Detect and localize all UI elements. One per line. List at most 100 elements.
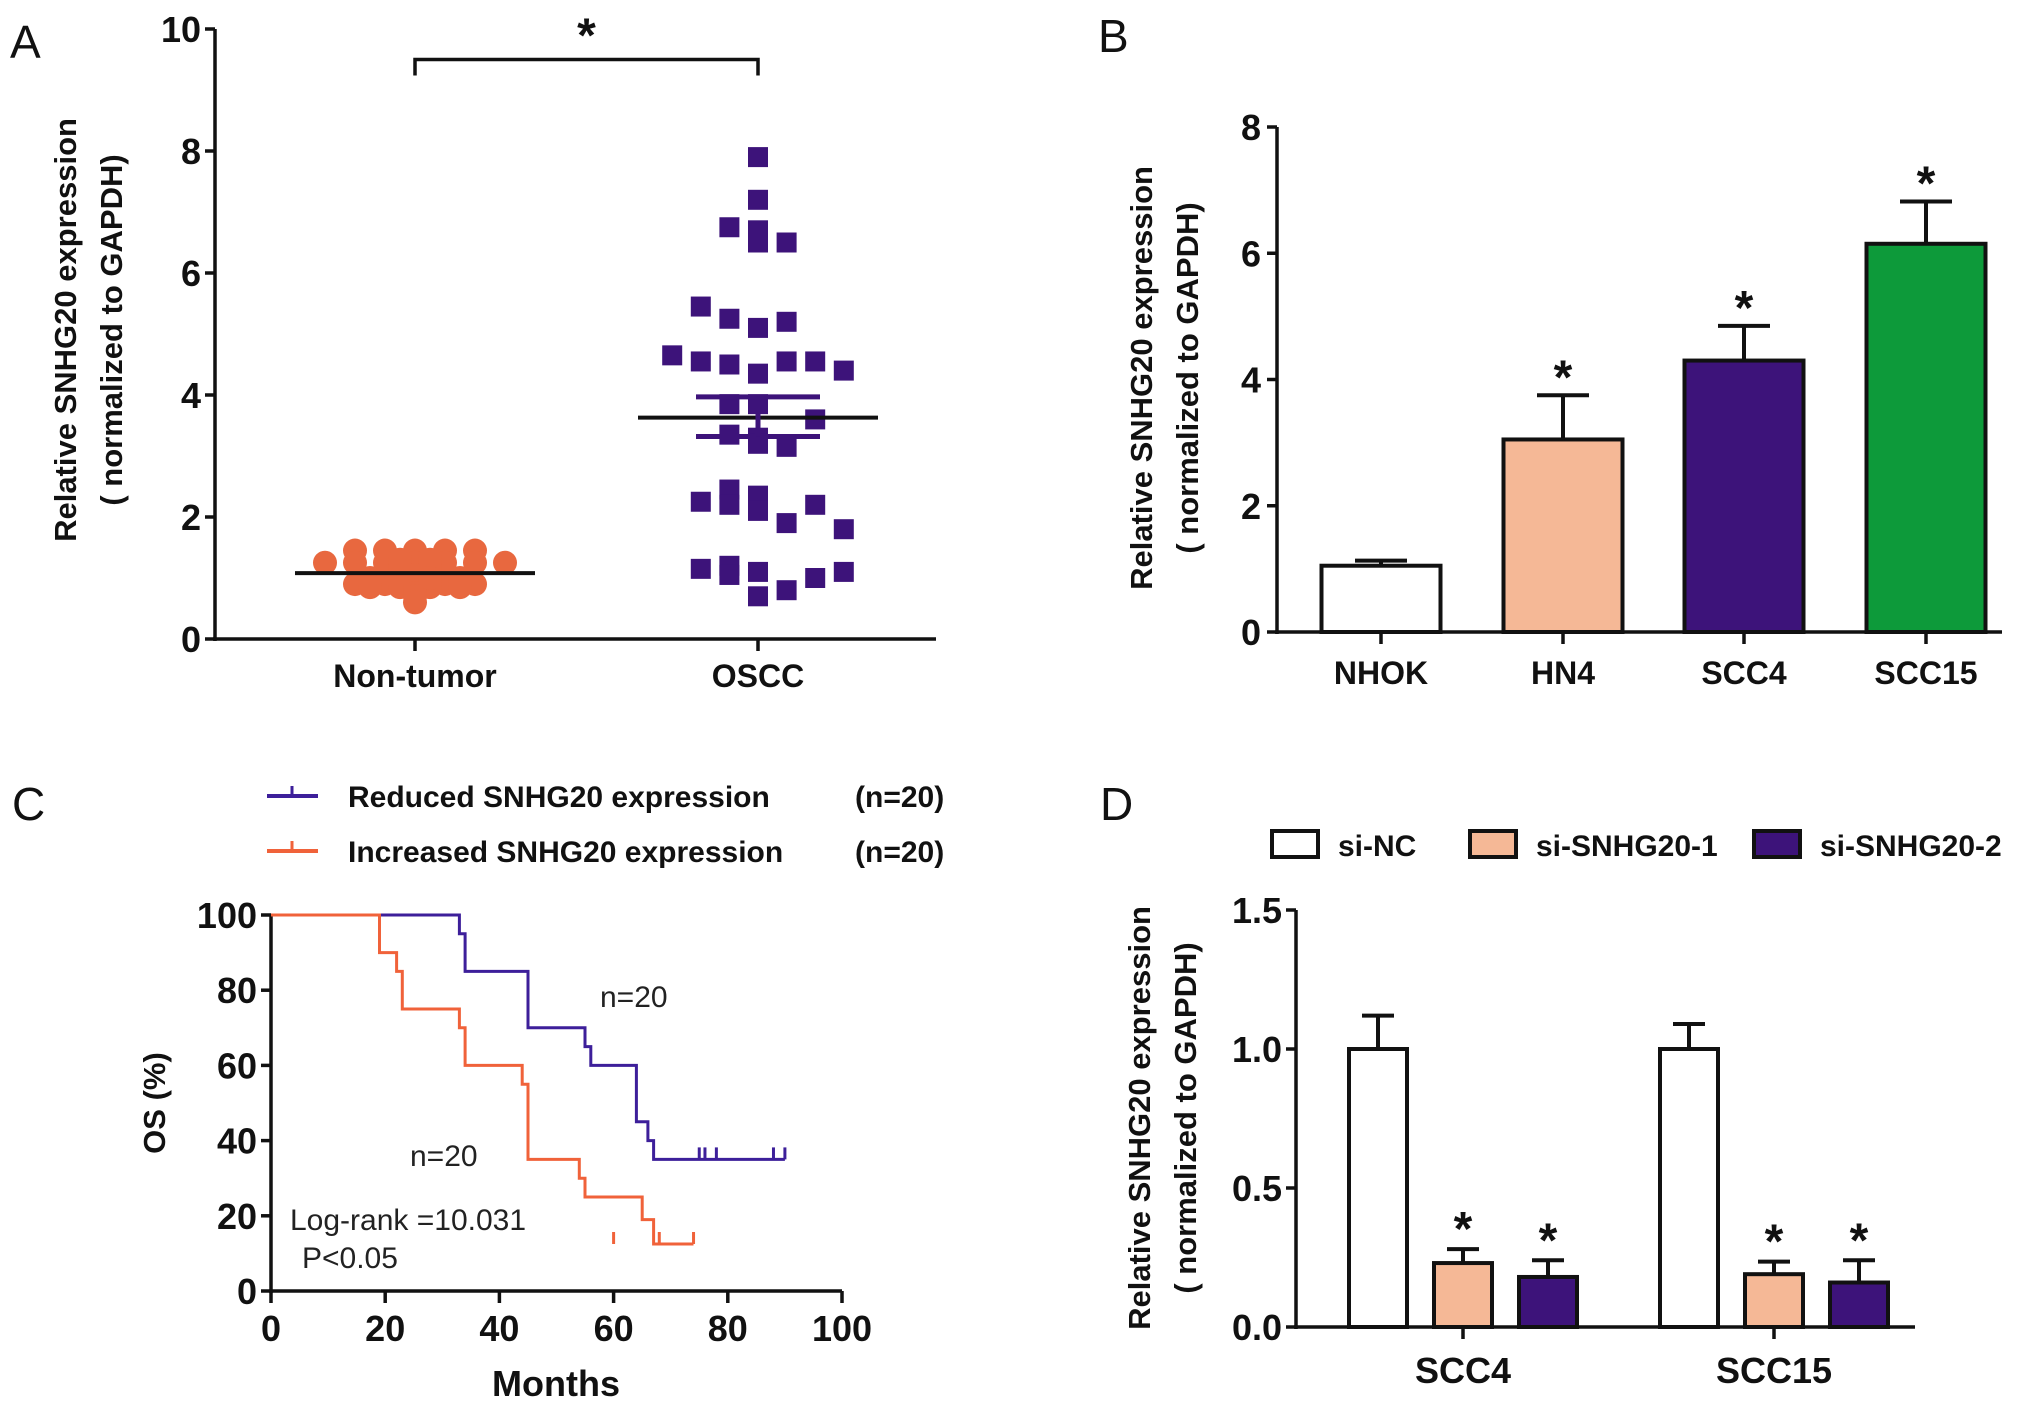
panel-a-oscc-point — [833, 519, 854, 540]
panel-d-significance-star: * — [1454, 1203, 1473, 1256]
panel-a-y-tick-label: 8 — [181, 131, 201, 172]
panel-c-x-tick-label: 80 — [708, 1308, 748, 1349]
panel-a-y-tick-label: 6 — [181, 253, 201, 294]
panel-a-ylabel2: ( normalized to GAPDH) — [94, 154, 129, 505]
panel-a-oscc-point — [776, 311, 797, 332]
panel-letter-b: B — [1098, 10, 1129, 62]
panel-d-ylabel2: ( normalized to GAPDH) — [1168, 942, 1203, 1293]
panel-b-ylabel: Relative SNHG20 expression — [1124, 166, 1159, 590]
panel-d-x-tick-label: SCC4 — [1415, 1350, 1511, 1391]
panel-d-bar — [1432, 1261, 1494, 1330]
panel-a-non-tumor-point — [448, 575, 472, 600]
panel-b-bar-scc4 — [1682, 358, 1806, 634]
panel-d-bar — [1347, 1047, 1409, 1329]
panel-a-oscc-point — [805, 351, 826, 372]
panel-a-non-tumor-point — [343, 550, 367, 575]
panel-a-x-tick-label: OSCC — [712, 658, 804, 694]
panel-c-annotation-n-reduced: n=20 — [600, 981, 668, 1014]
panel-c-log-rank: Log-rank =10.031 — [290, 1204, 526, 1237]
panel-b-x-tick-label: SCC15 — [1874, 655, 1977, 691]
panel-a-oscc-point — [748, 363, 768, 384]
panel-a-oscc-point — [776, 436, 797, 457]
panel-c-survival-curve-reduced — [271, 913, 785, 1161]
panel-d-significance-star: * — [1765, 1216, 1784, 1269]
panel-a-oscc-point — [690, 558, 711, 579]
panel-a-oscc-point — [748, 485, 768, 506]
panel-a-oscc-point — [748, 500, 768, 521]
panel-a-non-tumor-point — [313, 550, 337, 575]
panel-letter-a: A — [10, 16, 41, 68]
panel-c-legend-n: (n=20) — [855, 781, 944, 814]
panel-letter-d: D — [1100, 778, 1133, 830]
panel-c-x-tick-label: 20 — [365, 1308, 405, 1349]
panel-b-y-tick-label: 4 — [1241, 360, 1261, 401]
panel-a-oscc-point — [805, 568, 826, 588]
panel-d-bar — [1658, 1047, 1720, 1329]
panel-b-x-tick-label: HN4 — [1531, 655, 1595, 691]
panel-b-y-tick-label: 8 — [1241, 107, 1261, 148]
panel-a-oscc-point — [719, 494, 740, 515]
panel-a-oscc-point — [662, 345, 683, 366]
panel-a-oscc-point — [748, 147, 768, 168]
panel-c-survival-curve-increased — [271, 913, 694, 1246]
panel-c-x-tick-label: 100 — [812, 1308, 872, 1349]
panel-a-significance-bracket — [413, 57, 760, 76]
panel-a-oscc-point — [690, 351, 711, 372]
panel-d-ylabel: Relative SNHG20 expression — [1122, 906, 1157, 1330]
panel-a-oscc-point — [719, 217, 740, 238]
panel-d-y-tick-label: 0.5 — [1232, 1168, 1282, 1209]
panel-a-oscc-point — [776, 232, 797, 253]
panel-c-y-tick-label: 20 — [217, 1196, 257, 1237]
panel-b-bar-hn4 — [1501, 437, 1625, 634]
panel-d-legend-label: si-NC — [1338, 830, 1416, 863]
panel-b-y-tick-label: 0 — [1241, 612, 1261, 653]
panel-a-non-tumor-point — [403, 590, 427, 615]
panel-b-bar-chart: Relative SNHG20 expression ( normalized … — [1124, 107, 2002, 691]
panel-a-oscc-point — [805, 494, 826, 515]
panel-c-x-tick-label: 40 — [479, 1308, 519, 1349]
panel-c-y-tick-label: 40 — [217, 1121, 257, 1162]
panel-a-scatter: Relative SNHG20 expression ( normalized … — [48, 9, 936, 694]
panel-a-non-tumor-point — [358, 575, 382, 600]
panel-a-y-tick-label: 0 — [181, 619, 201, 660]
panel-b-significance-star: * — [1917, 157, 1936, 210]
panel-a-ylabel: Relative SNHG20 expression — [48, 118, 83, 542]
panel-d-grouped-bar-chart: Relative SNHG20 expression ( normalized … — [1122, 829, 2002, 1391]
panel-c-xlabel: Months — [492, 1363, 620, 1404]
panel-a-oscc-point — [776, 513, 797, 534]
panel-a-y-tick-label: 2 — [181, 497, 201, 538]
panel-b-x-tick-label: SCC4 — [1701, 655, 1787, 691]
panel-c-p-value: P<0.05 — [302, 1242, 398, 1275]
panel-a-oscc-point — [748, 317, 768, 338]
panel-a-oscc-point — [719, 564, 740, 585]
panel-d-legend-label: si-SNHG20-2 — [1820, 830, 2002, 863]
panel-c-y-tick-label: 100 — [197, 895, 257, 936]
panel-a-oscc-point — [833, 561, 854, 582]
panel-a-y-tick-label: 4 — [181, 375, 201, 416]
panel-d-significance-star: * — [1539, 1214, 1558, 1267]
panel-d-legend-label: si-SNHG20-1 — [1536, 830, 1718, 863]
panel-b-x-tick-label: NHOK — [1334, 655, 1428, 691]
panel-d-bar — [1743, 1272, 1805, 1330]
panel-a-oscc-point — [719, 308, 740, 329]
panel-b-significance-star: * — [1554, 351, 1573, 404]
panel-b-y-tick-label: 6 — [1241, 233, 1261, 274]
panel-c-x-tick-label: 0 — [261, 1308, 281, 1349]
panel-d-y-tick-label: 1.5 — [1232, 890, 1282, 931]
panel-b-bar-scc15 — [1864, 241, 1988, 634]
panel-a-non-tumor-point — [493, 550, 517, 575]
panel-a-oscc-point — [748, 586, 768, 607]
panel-a-oscc-point — [690, 491, 711, 512]
panel-a-x-tick-label: Non-tumor — [333, 658, 497, 694]
panel-a-oscc-point — [776, 351, 797, 372]
panel-a-y-tick-label: 10 — [161, 9, 201, 50]
panel-d-legend-swatch — [1468, 829, 1518, 859]
panel-c-y-tick-label: 0 — [237, 1271, 257, 1312]
panel-a-oscc-point — [776, 580, 797, 601]
panel-a-non-tumor-point — [463, 550, 487, 575]
panel-c-y-tick-label: 60 — [217, 1045, 257, 1086]
panel-b-y-tick-label: 2 — [1241, 486, 1261, 527]
panel-d-bar — [1828, 1280, 1890, 1330]
panel-a-oscc-point — [833, 360, 854, 381]
